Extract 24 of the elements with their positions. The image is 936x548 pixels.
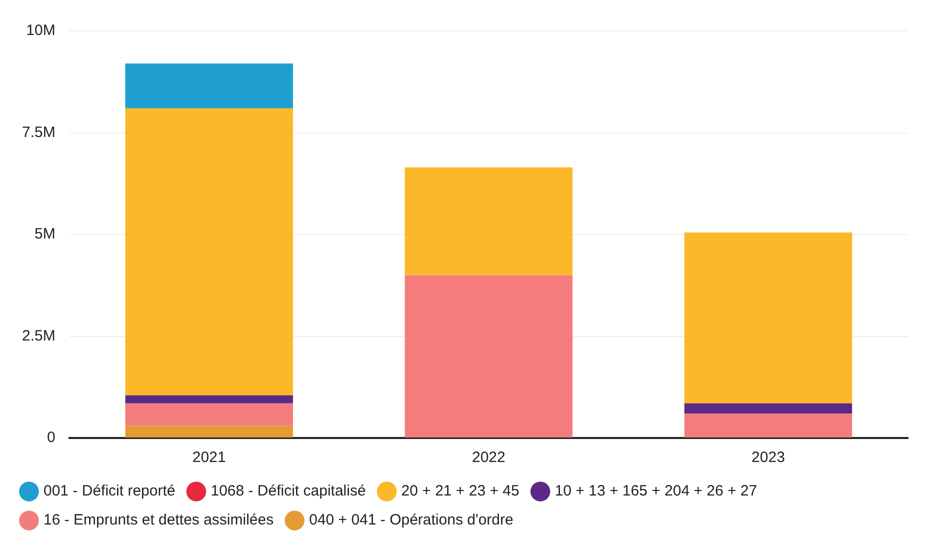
bar: [684, 403, 852, 414]
y-tick-label: 10M: [26, 22, 56, 40]
legend-label: 040 + 041 - Opérations d'ordre: [309, 512, 514, 529]
x-tick-label: 2021: [192, 449, 226, 466]
bar: [684, 414, 852, 438]
x-tick-label: 2022: [472, 449, 506, 466]
bar: [125, 64, 293, 108]
legend-label: 20 + 21 + 23 + 45: [401, 482, 520, 500]
legend-label: 001 - Déficit reporté: [44, 482, 176, 500]
bar: [404, 275, 573, 438]
bar: [125, 403, 293, 426]
legend-label: 1068 - Déficit capitalisé: [210, 482, 366, 500]
y-tick-label: 0: [47, 429, 56, 446]
y-tick-label: 2.5M: [22, 327, 56, 344]
bar: [125, 108, 293, 396]
y-tick-label: 7.5M: [22, 124, 56, 141]
bar: [125, 426, 293, 438]
legend-label: 10 + 13 + 165 + 204 + 26 + 27: [554, 482, 758, 500]
bar: [125, 395, 293, 404]
bar: [684, 232, 852, 404]
bar: [404, 167, 573, 276]
legend-label: 16 - Emprunts et dettes assimilées: [44, 512, 274, 529]
x-tick-label: 2023: [752, 449, 785, 466]
y-tick-label: 5M: [34, 226, 56, 243]
